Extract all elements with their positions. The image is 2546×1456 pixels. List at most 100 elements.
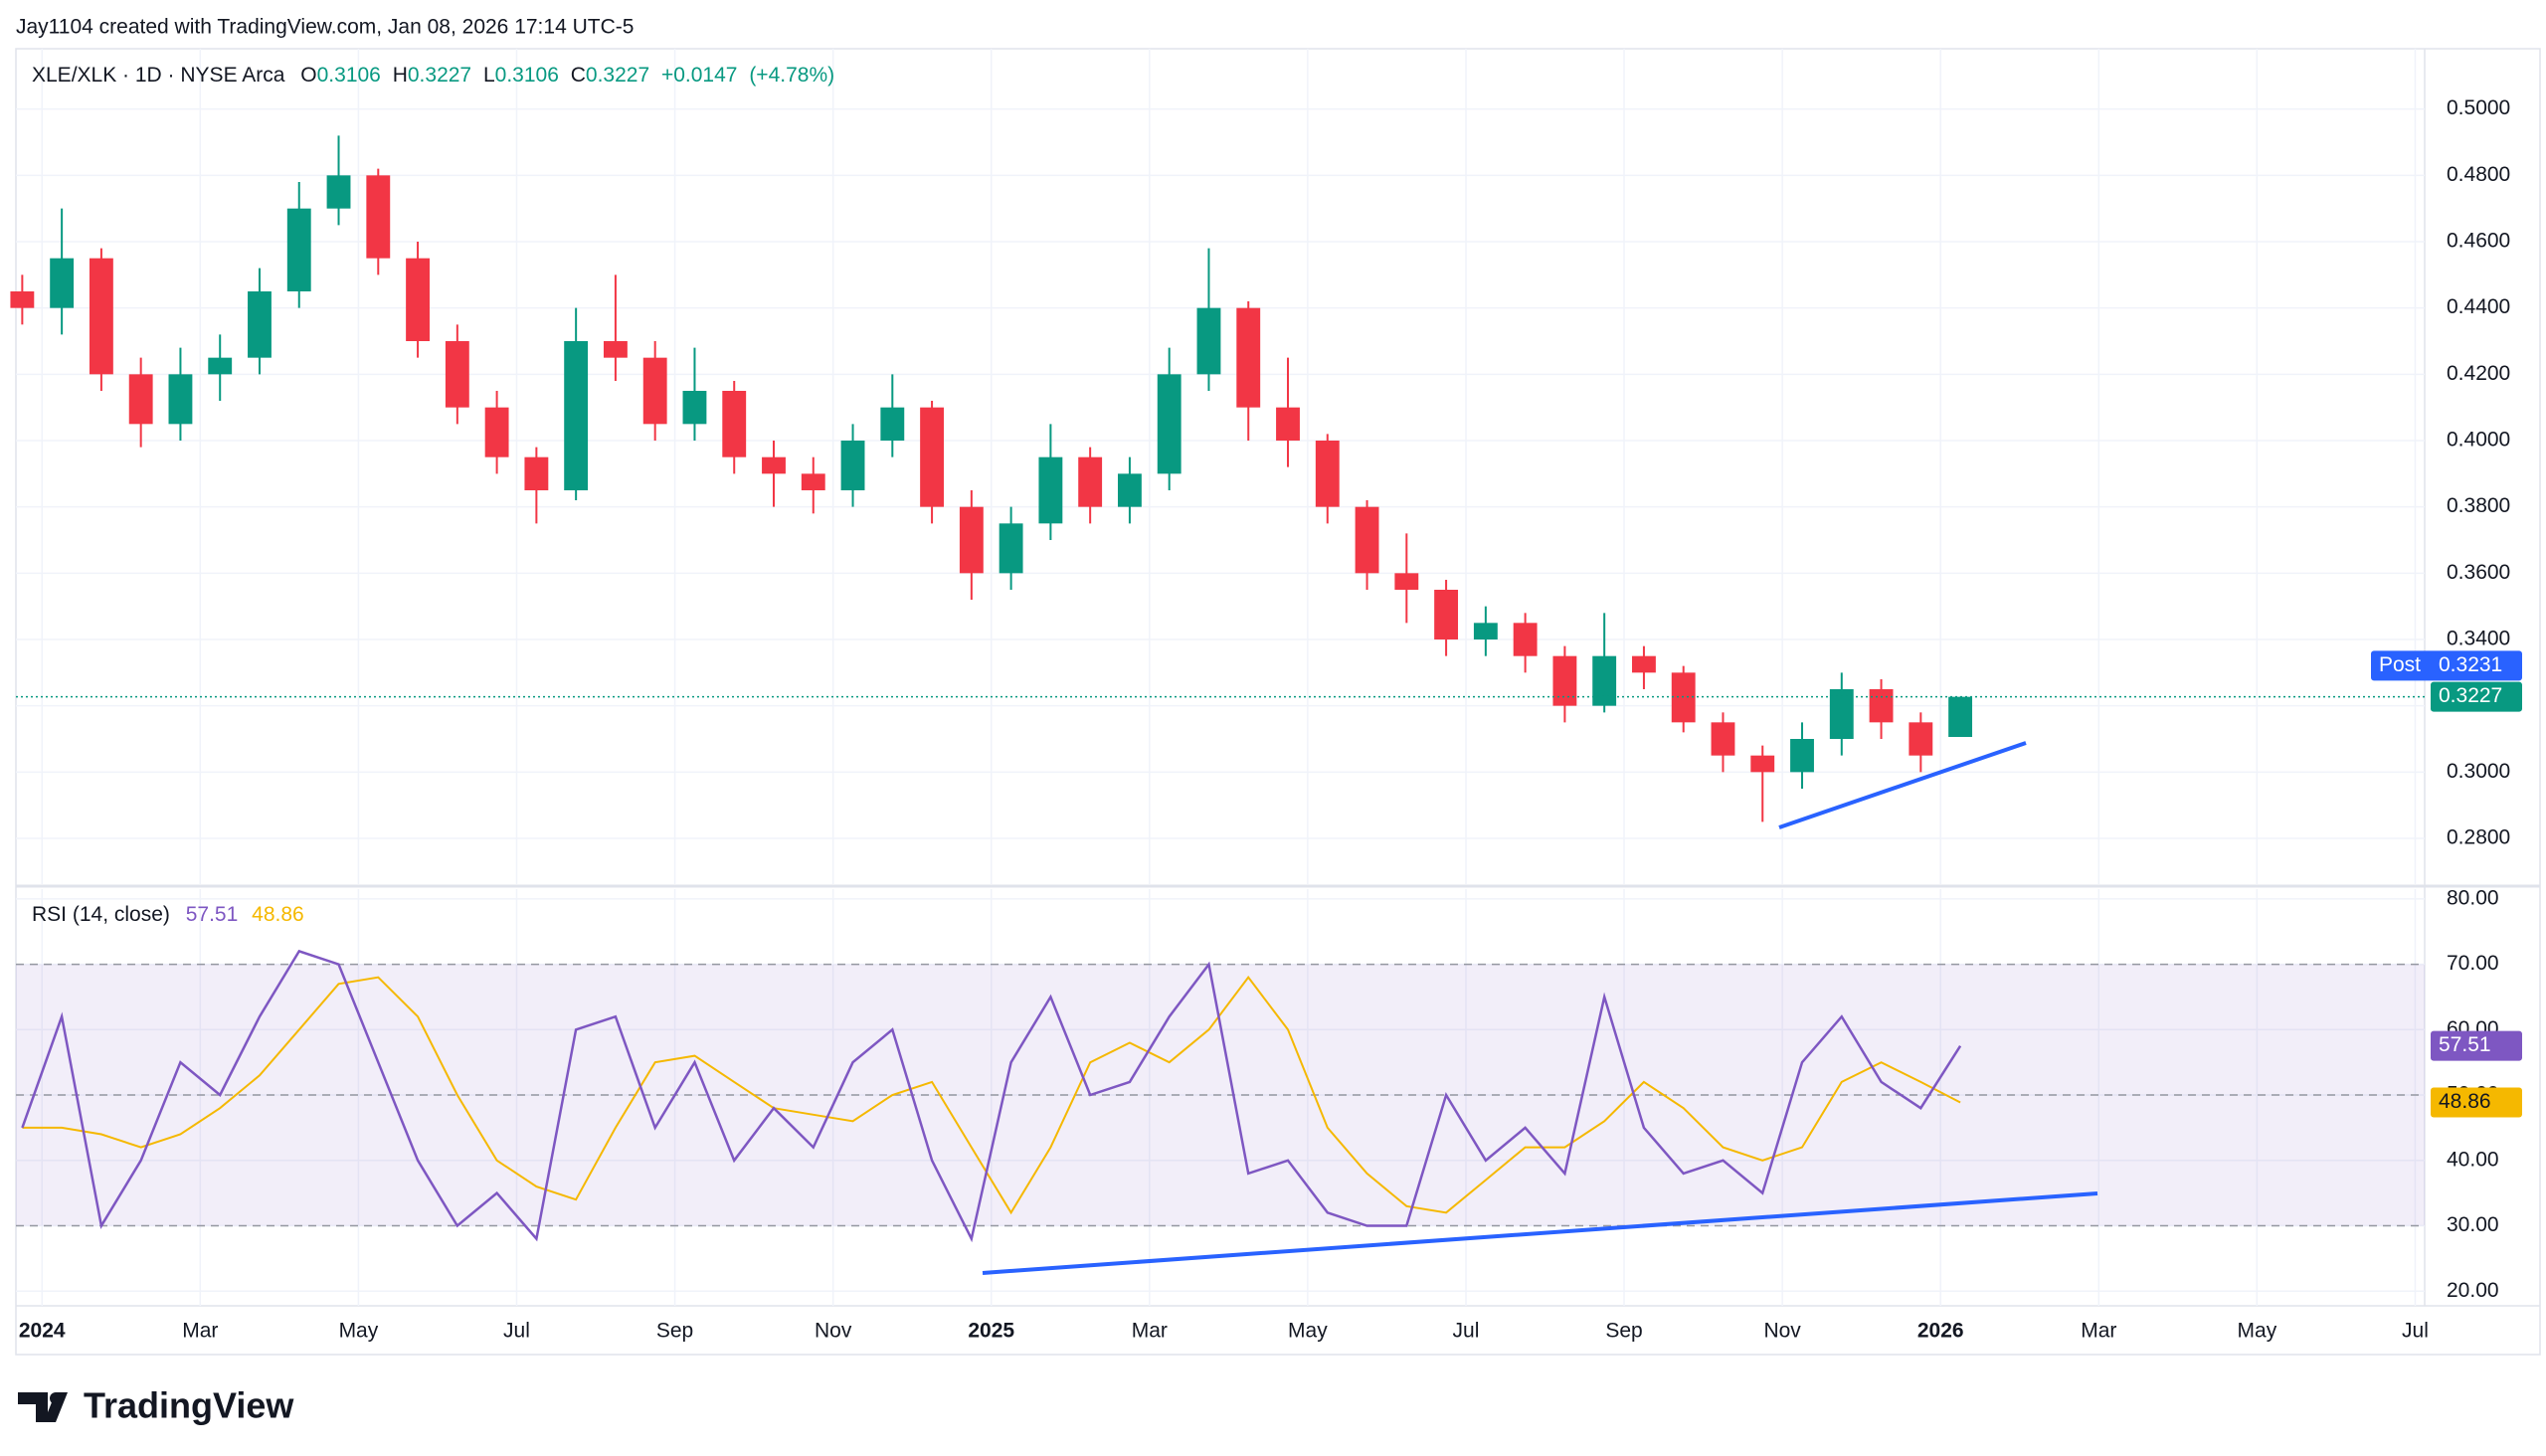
brand-logo: TradingView [18,1385,294,1426]
price-trendline [1778,741,2027,829]
y-tick-label: 0.4200 [2447,362,2510,385]
x-tick-label: Jul [503,1320,530,1343]
candle-body [840,441,865,490]
y-tick-label: 0.3800 [2447,494,2510,517]
y-tick-label: 0.3400 [2447,628,2510,650]
x-tick-label: 2026 [1917,1320,1964,1343]
candle-body [1473,623,1498,639]
candle-body [326,175,351,209]
candle-body [603,341,628,358]
symbol: XLE/XLK · 1D · NYSE Arca [32,64,285,87]
candle-body [1038,456,1063,524]
y-tick-label: 0.4800 [2447,163,2510,186]
x-tick-label: May [339,1320,379,1343]
rsi-legend: RSI (14, close) 57.51 48.86 [32,903,304,926]
change-percent: (+4.78%) [749,64,834,87]
grid [16,49,2425,1306]
candle-body [366,175,391,259]
candle-body [1869,689,1894,723]
y-tick-label: 0.4000 [2447,429,2510,452]
candle-body [1909,722,1933,756]
rsi-trendline [982,1191,2098,1275]
rsi-value: 57.51 [186,903,239,926]
candle-body [286,208,311,291]
x-tick-label: May [2238,1320,2277,1343]
candle-body [1592,655,1617,706]
y-tick-label: 0.5000 [2447,96,2510,119]
y-tick-label: 0.2800 [2447,826,2510,849]
symbol-legend: XLE/XLK · 1D · NYSE Arca O0.3106 H0.3227… [32,64,834,87]
ohlc-label: H [393,64,408,87]
candle-body [642,357,667,425]
y-tick-label: 20.00 [2447,1279,2499,1302]
logo-dot [50,1392,62,1404]
candle-body [1315,441,1340,507]
candle-body [445,341,469,408]
candle-body [801,473,825,490]
ohlc-label: C [571,64,586,87]
brand: TradingView [84,1385,294,1426]
candle-body [1552,655,1577,706]
y-tick-label: 0.4400 [2447,295,2510,318]
change: +0.0147 [661,64,738,87]
candle-body [1829,689,1854,739]
rsi-value-box [2431,1030,2522,1061]
post-value: 0.3231 [2439,653,2502,676]
y-tick-label: 40.00 [2447,1148,2499,1171]
x-tick-label: Mar [2081,1320,2116,1343]
post-label: Post [2379,653,2421,676]
ohlc-label: L [483,64,495,87]
rsi-value-label: 57.51 [2439,1033,2491,1056]
ohlc-label: O [300,64,316,87]
marks [10,135,2425,1243]
ohlc-value: 0.3106 [317,64,381,87]
x-tick-label: Nov [1763,1320,1801,1343]
candle-body [920,407,945,507]
last-price-box [2431,681,2522,712]
candle-body [880,407,905,441]
x-tick-label: May [1288,1320,1328,1343]
candle-body [959,506,984,574]
candle-body [1948,696,1973,737]
candle-body [1276,407,1300,441]
x-tick-label: 2024 [19,1320,66,1343]
last-price-label: 0.3227 [2439,684,2502,707]
x-tick-label: Mar [1132,1320,1168,1343]
attribution: Jay1104 created with TradingView.com, Ja… [16,16,634,39]
rsi-value-label: 48.86 [2439,1090,2491,1113]
y-tick-label: 80.00 [2447,886,2499,909]
x-tick-label: 2025 [968,1320,1014,1343]
rsi-value-box [2431,1087,2522,1118]
candle-body [1196,307,1221,375]
x-tick-label: Mar [182,1320,218,1343]
candle-body [484,407,509,457]
candle-body [1394,573,1419,590]
x-tick-label: Sep [656,1320,693,1343]
candle-body [762,456,786,474]
candle-body [1790,739,1814,773]
candle-body [722,391,747,457]
candle-body [682,391,707,425]
candle-body [208,357,233,375]
y-tick-label: 0.3000 [2447,760,2510,783]
ohlc-value: 0.3227 [408,64,471,87]
candle-body [89,258,113,375]
candle-body [1750,755,1775,773]
candle-body [1513,623,1538,656]
y-tick-label: 0.4600 [2447,230,2510,253]
candle-body [10,291,35,308]
y-tick-label: 70.00 [2447,952,2499,975]
candle-body [248,291,272,358]
rsi-line [21,949,1962,1243]
y-tick-label: 0.3600 [2447,561,2510,584]
rsi-ma-value: 48.86 [252,903,304,926]
ohlc-value: 0.3106 [495,64,559,87]
y-tick-label: 30.00 [2447,1213,2499,1236]
candle-body [1632,655,1656,673]
candle-body [50,258,75,308]
ohlc-value: 0.3227 [586,64,649,87]
candle-body [406,258,430,341]
candle-body [128,374,153,425]
candle-body [1434,590,1459,639]
